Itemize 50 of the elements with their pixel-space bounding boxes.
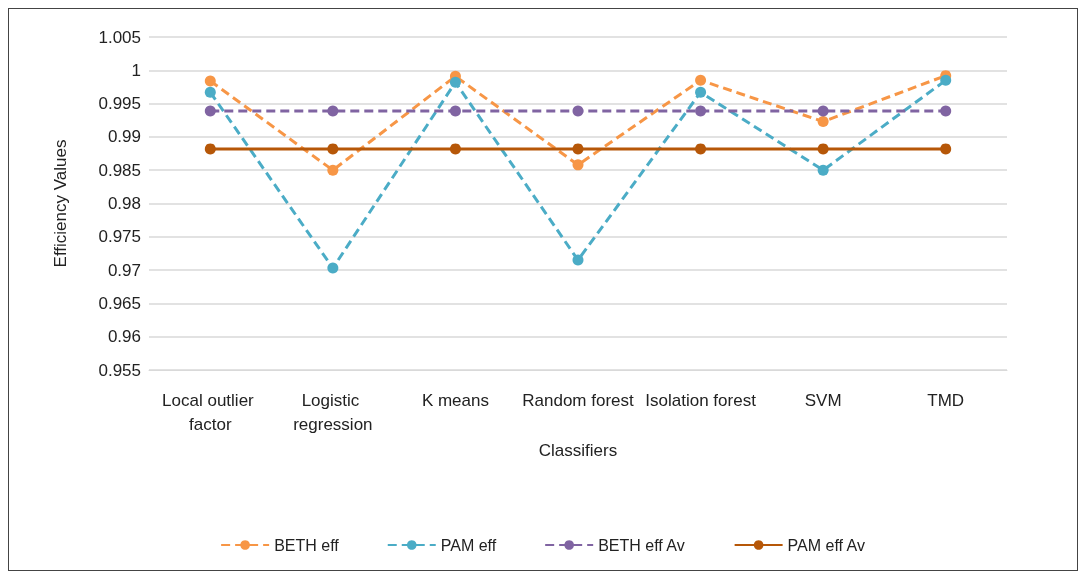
point xyxy=(204,143,216,155)
x-tick-label: TMD xyxy=(927,390,965,410)
x-tick-label: Isolation forest xyxy=(645,390,757,410)
x-tick-label: Local outlier factor xyxy=(162,390,259,434)
point xyxy=(572,254,584,266)
y-tick-label: 0.975 xyxy=(98,227,141,247)
point xyxy=(572,159,584,171)
x-tick-label: Logistic regression xyxy=(293,390,373,434)
point xyxy=(817,116,829,128)
y-tick-label: 0.96 xyxy=(107,327,141,347)
y-tick-label: 0.98 xyxy=(107,194,141,213)
y-tick-label: 1 xyxy=(131,60,141,80)
legend-label: BETH eff xyxy=(274,536,340,554)
y-tick-label: 0.965 xyxy=(98,293,141,313)
legend-label: PAM eff Av xyxy=(787,536,865,554)
point xyxy=(940,143,952,155)
x-axis-title: Classifiers xyxy=(538,441,618,460)
point xyxy=(817,143,829,155)
point xyxy=(572,105,584,117)
point xyxy=(572,143,584,155)
y-tick-label: 0.97 xyxy=(107,260,141,280)
point xyxy=(940,74,952,86)
point xyxy=(695,74,707,86)
point xyxy=(327,164,339,176)
point xyxy=(695,105,707,117)
point xyxy=(695,143,707,155)
legend-label: PAM eff xyxy=(440,536,497,554)
point xyxy=(695,86,707,98)
point xyxy=(204,105,216,117)
y-tick-label: 0.955 xyxy=(98,360,141,380)
point xyxy=(817,105,829,117)
point xyxy=(449,76,461,88)
y-tick-label: 0.985 xyxy=(98,160,141,180)
point xyxy=(327,143,339,155)
legend-label: BETH eff Av xyxy=(598,536,685,554)
point xyxy=(940,105,952,117)
point xyxy=(449,143,461,155)
point xyxy=(817,164,829,176)
point xyxy=(204,75,216,87)
y-tick-label: 0.99 xyxy=(107,127,141,147)
y-axis-title: Efficiency Values xyxy=(51,139,70,268)
point xyxy=(327,105,339,117)
point xyxy=(327,262,339,274)
x-tick-label: SVM xyxy=(804,390,842,410)
x-tick-label: Random forest xyxy=(522,390,635,410)
x-tick-label: K means xyxy=(421,390,489,410)
y-tick-label: 0.995 xyxy=(98,94,141,114)
y-tick-label: 1.005 xyxy=(98,27,141,47)
point xyxy=(449,105,461,117)
point xyxy=(204,86,216,98)
